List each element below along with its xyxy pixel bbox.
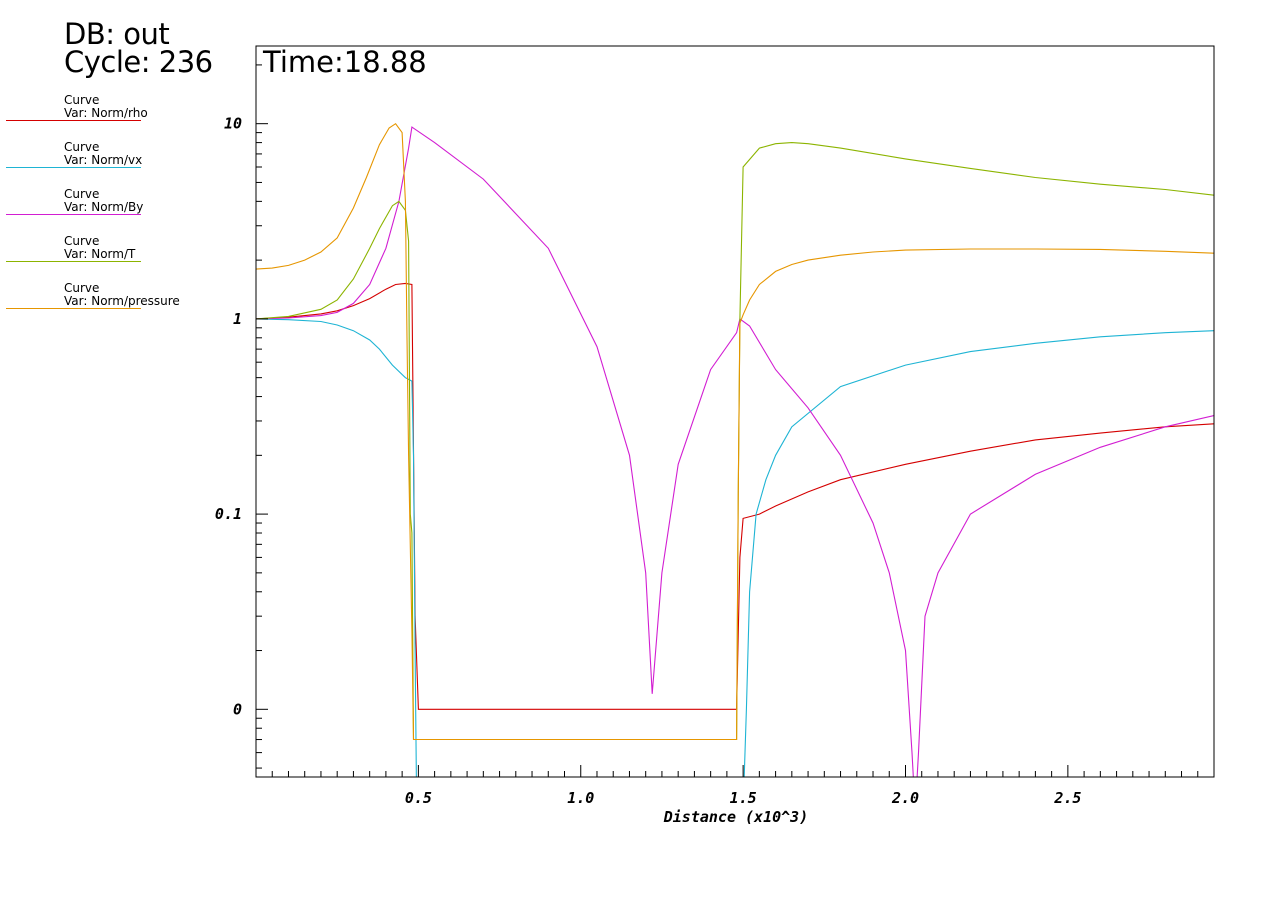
y-tick-label: 1 — [233, 310, 242, 328]
x-tick-label: 1.0 — [567, 789, 594, 807]
legend-title: Curve — [64, 93, 100, 107]
database-label: DB: out — [64, 17, 170, 51]
legend-var: Var: Norm/rho — [64, 106, 148, 120]
legend-item: Curve Var: Norm/pressure — [6, 282, 206, 322]
x-tick-label: 1.5 — [730, 789, 757, 807]
y-tick-label: 10 — [224, 115, 242, 133]
x-tick-label: 2.5 — [1053, 789, 1081, 807]
legend-title: Curve — [64, 234, 100, 248]
legend-var: Var: Norm/pressure — [64, 294, 180, 308]
legend-swatch — [6, 167, 141, 168]
plot-frame — [255, 45, 1215, 778]
legend-title: Curve — [64, 281, 100, 295]
legend-title: Curve — [64, 187, 100, 201]
legend-swatch — [6, 308, 141, 309]
legend-item: Curve Var: Norm/vx — [6, 141, 206, 181]
series-line — [256, 142, 1214, 741]
legend-swatch — [6, 214, 141, 215]
series-line — [256, 318, 1214, 777]
series-line — [256, 122, 1214, 741]
series-line — [256, 282, 1214, 710]
legend-item: Curve Var: Norm/T — [6, 235, 206, 275]
time-label: Time:18.88 — [262, 45, 427, 79]
x-axis-label: Distance (x10^3) — [663, 808, 809, 826]
legend-title: Curve — [64, 140, 100, 154]
x-tick-label: 0.5 — [405, 789, 432, 807]
curves — [256, 122, 1214, 777]
legend-var: Var: Norm/vx — [64, 153, 143, 167]
legend-swatch — [6, 120, 141, 121]
legend-item: Curve Var: Norm/rho — [6, 94, 206, 134]
x-tick-label: 2.0 — [891, 789, 919, 807]
legend-var: Var: Norm/By — [64, 200, 144, 214]
cycle-label: Cycle: 236 — [64, 45, 213, 79]
axes: 0.5 1.0 1.5 2.0 2.5 10 1 0.1 0 — [215, 45, 1215, 807]
legend-var: Var: Norm/T — [64, 247, 136, 261]
legend-item: Curve Var: Norm/By — [6, 188, 206, 228]
y-tick-label: 0 — [233, 700, 242, 718]
series-line — [256, 126, 1214, 777]
y-tick-label: 0.1 — [215, 505, 242, 523]
legend-swatch — [6, 261, 141, 262]
